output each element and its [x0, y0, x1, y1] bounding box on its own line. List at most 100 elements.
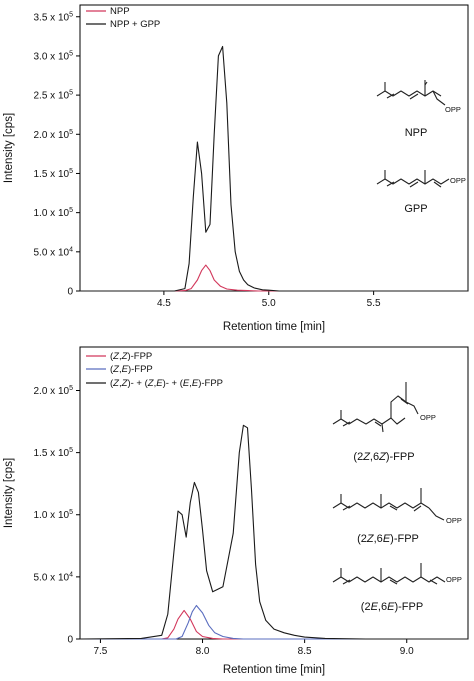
y-tick-label: 3.0 x 105	[34, 50, 74, 62]
label-segment: E	[156, 378, 163, 389]
label-segment: (	[110, 351, 114, 362]
y-tick-mantissa: 1.0 x 10	[34, 510, 70, 521]
label-segment: ,6	[374, 533, 383, 545]
label-segment: Z	[121, 351, 129, 362]
y-tick-exponent: 4	[69, 571, 73, 578]
x-tick-label: 4.5	[157, 298, 171, 309]
gpp-compound-label: GPP	[404, 203, 427, 215]
y-axis-title-bottom: Intensity [cps]	[3, 458, 15, 528]
y-tick-mantissa: 1.5 x 10	[34, 448, 70, 459]
series-lines-bottom	[79, 424, 468, 640]
label-segment: Z	[112, 378, 120, 389]
series-line-z-z-z-e-e-e-fpp	[79, 424, 468, 640]
ee-fpp-structure-icon: OPP	[332, 563, 462, 585]
label-segment: ,	[119, 351, 122, 362]
label-segment: E	[122, 364, 129, 375]
series-line-z-e-fpp	[80, 604, 468, 640]
x-axis-ticks-top: 4.5 5.0 5.5	[157, 291, 381, 309]
label-segment: (2	[361, 601, 371, 613]
y-tick-label: 2.0 x 105	[34, 385, 74, 397]
legend-label-npp-gpp: NPP + GPP	[110, 19, 160, 30]
legend-label-zz-fpp: (Z,Z)-FPP	[110, 351, 152, 362]
npp-compound-label: NPP	[405, 127, 428, 139]
label-segment: )-FPP	[198, 378, 223, 389]
label-segment: )-FPP	[127, 351, 152, 362]
y-axis-title-top: Intensity [cps]	[3, 113, 15, 183]
label-segment: Z	[147, 378, 155, 389]
y-tick-label: 2.0 x 105	[34, 129, 74, 141]
zz-opp-label: OPP	[420, 413, 436, 422]
y-tick-mantissa: 0	[67, 287, 73, 298]
y-tick-exponent: 5	[69, 385, 73, 392]
x-tick-label: 5.0	[262, 298, 276, 309]
series-lines-top	[80, 45, 468, 292]
label-segment: )-FPP	[390, 533, 419, 545]
legend-label-ze-fpp: (Z,E)-FPP	[110, 364, 153, 375]
label-segment: E	[383, 533, 391, 545]
legend-top: NPP NPP + GPP	[86, 6, 160, 30]
y-tick-mantissa: 3.0 x 10	[34, 51, 70, 62]
y-tick-exponent: 4	[69, 246, 73, 253]
label-segment: ,	[154, 378, 157, 389]
y-tick-mantissa: 5.0 x 10	[34, 247, 70, 258]
y-tick-label: 1.5 x 105	[34, 168, 74, 180]
y-tick-mantissa: 2.0 x 10	[34, 130, 70, 141]
ee-opp-label: OPP	[446, 575, 462, 584]
ze-fpp-compound-label: (2Z,6E)-FPP	[357, 533, 419, 545]
label-segment: )-FPP	[128, 364, 153, 375]
y-tick-label: 5.0 x 104	[34, 571, 74, 583]
label-segment: ,	[119, 364, 122, 375]
y-tick-label: 5.0 x 104	[34, 246, 74, 258]
label-segment: E	[183, 378, 190, 389]
zz-fpp-structure-icon: OPP	[332, 382, 436, 433]
gpp-structure-icon: OPP	[376, 170, 466, 188]
y-tick-mantissa: 0	[67, 635, 73, 646]
y-tick-label: 1.0 x 105	[34, 207, 74, 219]
y-tick-exponent: 5	[69, 207, 73, 214]
label-segment: (	[110, 378, 114, 389]
x-tick-label: 5.5	[367, 298, 381, 309]
x-tick-label: 9.0	[400, 646, 414, 657]
label-segment: E	[192, 378, 199, 389]
y-tick-exponent: 5	[69, 447, 73, 454]
label-segment: ,	[119, 378, 122, 389]
label-segment: ,	[189, 378, 192, 389]
y-tick-exponent: 5	[69, 11, 73, 18]
x-tick-label: 7.5	[93, 646, 107, 657]
ee-fpp-compound-label: (2E,6E)-FPP	[361, 601, 423, 613]
gpp-opp-label: OPP	[450, 176, 466, 185]
label-segment: ,6	[370, 451, 379, 463]
label-segment: )- + (	[127, 378, 148, 389]
x-axis-title-bottom: Retention time [min]	[223, 664, 325, 676]
legend-label-mixture-fpp: (Z,Z)- + (Z,E)- + (E,E)-FPP	[110, 378, 223, 389]
label-segment: Z	[362, 451, 371, 463]
y-tick-label: 1.0 x 105	[34, 509, 74, 521]
y-tick-label: 0	[67, 635, 73, 646]
y-tick-label: 1.5 x 105	[34, 447, 74, 459]
npp-structure-icon: OPP	[376, 80, 461, 114]
label-segment: E	[387, 601, 395, 613]
label-segment: (2	[357, 533, 367, 545]
y-tick-exponent: 5	[69, 509, 73, 516]
ze-fpp-structure-icon: OPP	[332, 488, 462, 525]
ze-opp-label: OPP	[446, 516, 462, 525]
plot-frame-top	[79, 4, 469, 292]
label-segment: )- + (	[163, 378, 184, 389]
y-tick-exponent: 5	[69, 129, 73, 136]
y-tick-label: 0	[67, 287, 73, 298]
zz-fpp-compound-label: (2Z,6Z)-FPP	[353, 451, 414, 463]
y-tick-exponent: 5	[69, 90, 73, 97]
label-segment: (	[110, 364, 114, 375]
legend-label-npp: NPP	[110, 6, 130, 17]
y-tick-mantissa: 1.0 x 10	[34, 208, 70, 219]
x-axis-ticks-bottom: 7.5 8.0 8.5 9.0	[93, 639, 414, 657]
y-tick-mantissa: 3.5 x 10	[34, 12, 70, 23]
label-segment: )-FPP	[394, 601, 423, 613]
y-tick-exponent: 5	[69, 50, 73, 57]
label-segment: Z	[366, 533, 375, 545]
label-segment: E	[371, 601, 379, 613]
